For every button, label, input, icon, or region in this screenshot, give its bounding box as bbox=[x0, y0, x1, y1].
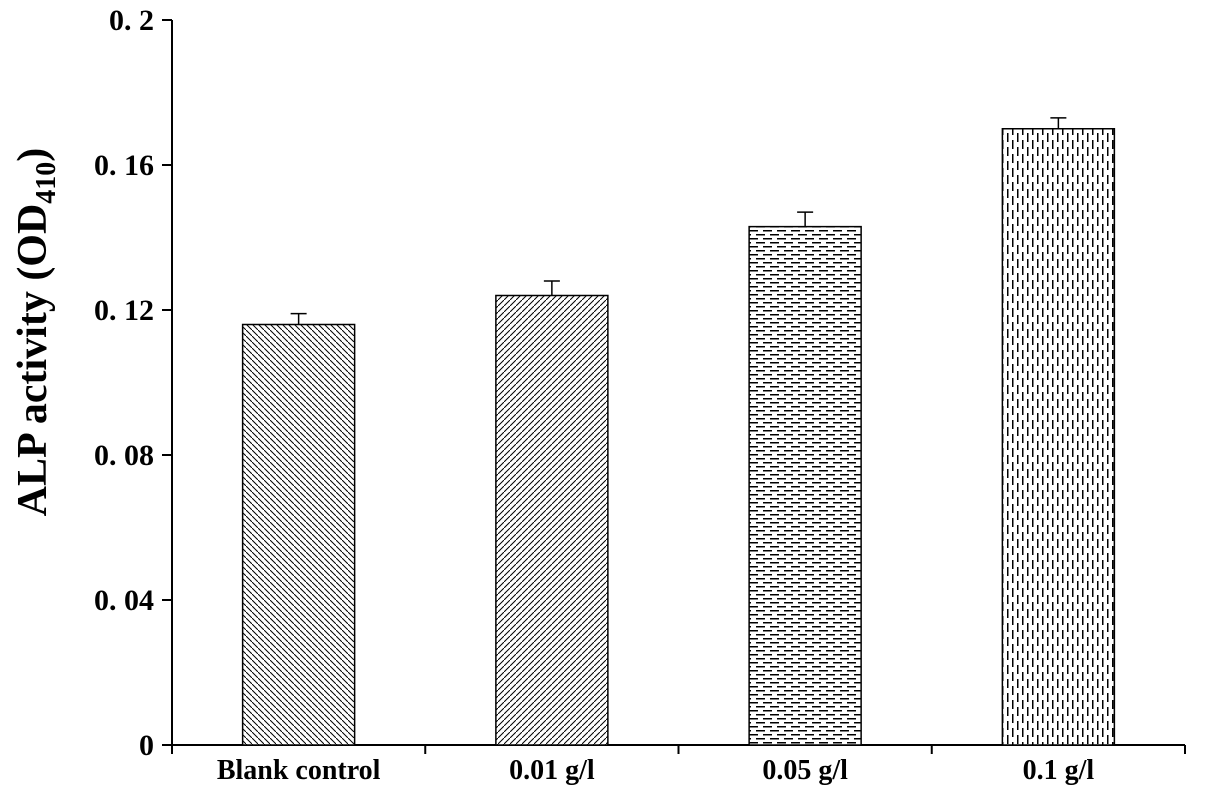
y-axis-title-text: ALP activity (OD bbox=[9, 203, 56, 517]
y-tick-label: 0. 08 bbox=[94, 439, 154, 472]
y-axis-title: ALP activity (OD410) bbox=[9, 148, 63, 517]
bar-3 bbox=[748, 225, 862, 746]
x-tick-label: Blank control bbox=[217, 755, 381, 786]
y-tick-label: 0. 04 bbox=[94, 584, 154, 617]
bar-2 bbox=[495, 294, 609, 746]
x-tick-label: 0.05 g/l bbox=[762, 755, 848, 786]
y-tick-label: 0. 12 bbox=[94, 294, 154, 327]
x-tick-label: 0.01 g/l bbox=[509, 755, 595, 786]
y-tick-label: 0. 16 bbox=[94, 149, 154, 182]
y-tick-label: 0. 2 bbox=[109, 4, 154, 37]
y-axis-title-close: ) bbox=[9, 147, 56, 162]
y-tick-label: 0 bbox=[139, 729, 154, 762]
x-tick-label: 0.1 g/l bbox=[1023, 755, 1095, 786]
y-axis-title-subscript: 410 bbox=[31, 161, 63, 204]
bar-1 bbox=[241, 323, 356, 746]
bar-4 bbox=[1001, 128, 1116, 746]
